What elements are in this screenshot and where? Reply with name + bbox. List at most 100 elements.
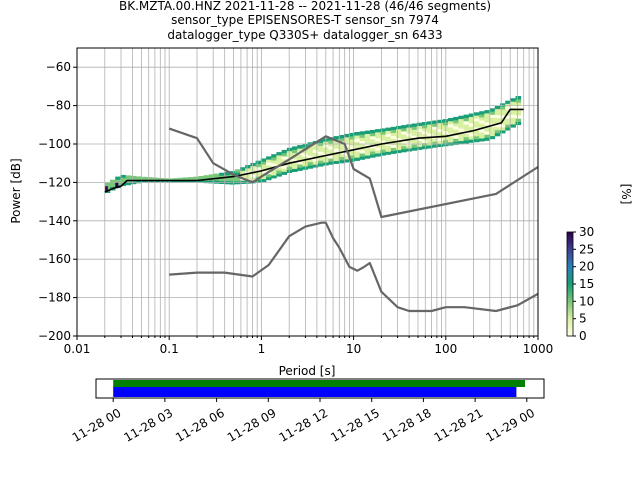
heatmap-cell <box>416 134 423 138</box>
heatmap-cell <box>494 129 501 134</box>
heatmap-cell <box>416 131 423 135</box>
heatmap-cell <box>115 182 119 189</box>
heatmap-cell <box>500 103 506 107</box>
heatmap-cell <box>416 146 423 150</box>
heatmap-cell <box>188 177 194 181</box>
heatmap-cell <box>416 128 423 132</box>
heatmap-cell <box>214 180 220 184</box>
heatmap-cell <box>219 172 225 176</box>
heatmap-cell <box>401 140 407 144</box>
heatmap-cell <box>494 108 501 113</box>
heatmap-cell <box>510 124 516 128</box>
heatmap-cell <box>453 123 459 127</box>
heatmap-cell <box>240 167 246 171</box>
heatmap-cell <box>380 128 386 132</box>
heatmap-cell <box>250 177 256 181</box>
heatmap-cell <box>494 114 501 119</box>
heatmap-cell <box>260 161 267 165</box>
heatmap-cell <box>479 114 485 118</box>
heatmap-cell <box>432 132 438 136</box>
heatmap-cell <box>364 139 371 144</box>
heatmap-cell <box>375 147 381 151</box>
colorbar-label: [%] <box>619 184 633 205</box>
heatmap-cell <box>515 102 522 106</box>
heatmap-cell <box>349 145 355 150</box>
low-noise-model-line <box>169 221 539 313</box>
heatmap-cell <box>505 115 511 119</box>
heatmap-cell <box>468 136 475 140</box>
heatmap-cell <box>390 147 397 151</box>
heatmap-cell <box>448 139 454 143</box>
heatmap-cell <box>240 173 246 178</box>
heatmap-cell <box>489 120 496 124</box>
heatmap-cell <box>354 138 360 142</box>
heatmap-cell <box>198 179 204 183</box>
heatmap-cell <box>224 171 230 176</box>
heatmap-cell <box>344 152 350 157</box>
heatmap-cell <box>494 120 501 125</box>
heatmap-cell <box>458 128 464 132</box>
heatmap-cell <box>427 130 433 134</box>
heatmap-cell <box>125 175 132 179</box>
heatmap-cell <box>292 152 298 157</box>
heatmap-cell <box>271 172 277 176</box>
x-tick-label: 10 <box>346 342 361 356</box>
heatmap-cell <box>307 161 314 166</box>
heatmap-cell <box>370 139 376 143</box>
heatmap-cell <box>505 106 511 110</box>
heatmap-cell <box>370 154 376 158</box>
heatmap-cell <box>266 177 272 181</box>
heatmap-cell <box>510 111 516 115</box>
heatmap-cell <box>505 100 511 104</box>
heatmap-cell <box>260 170 267 174</box>
heatmap-cell <box>401 146 407 150</box>
heatmap-cell <box>167 180 173 183</box>
heatmap-cell <box>125 181 132 186</box>
heatmap-cell <box>354 154 360 158</box>
heatmap-cell <box>297 145 303 149</box>
heatmap-cell <box>312 158 319 162</box>
heatmap-cell <box>224 178 230 182</box>
heatmap-cell <box>390 129 397 133</box>
heatmap-cell <box>328 158 334 162</box>
heatmap-cell <box>422 125 428 129</box>
heatmap-cell <box>328 155 334 159</box>
heatmap-cell <box>479 135 485 139</box>
heatmap-cell <box>500 124 506 128</box>
heatmap-cell <box>411 135 418 139</box>
heatmap-cell <box>510 101 516 105</box>
heatmap-cell <box>104 186 108 192</box>
heatmap-cell <box>359 150 366 154</box>
heatmap-cell <box>380 152 386 156</box>
heatmap-cell <box>479 129 485 133</box>
heatmap-cell <box>437 125 444 130</box>
heatmap-cell <box>250 162 256 167</box>
heatmap-cell <box>260 164 267 168</box>
heatmap-cell <box>463 121 470 125</box>
heatmap-cell <box>474 118 480 122</box>
heatmap-cell <box>484 131 490 135</box>
y-tick-label: −80 <box>46 99 71 113</box>
heatmap-cell <box>136 179 142 184</box>
heatmap-cell <box>474 121 480 125</box>
heatmap-cell <box>500 112 506 116</box>
heatmap-cell <box>110 183 116 187</box>
heatmap-cell <box>390 150 397 154</box>
heatmap-cell <box>276 170 282 174</box>
heatmap-cell <box>494 126 501 131</box>
heatmap-cell <box>375 141 381 145</box>
heatmap-cell <box>245 174 251 178</box>
heatmap-cell <box>427 133 433 137</box>
heatmap-cell <box>276 158 282 162</box>
heatmap-cell <box>427 121 433 125</box>
heatmap-cell <box>271 154 277 158</box>
heatmap-cell <box>494 123 501 128</box>
colorbar-tick-label: 0 <box>579 329 587 343</box>
heatmap-cell <box>312 161 319 165</box>
heatmap-cell <box>479 111 485 115</box>
heatmap-cell <box>312 149 319 153</box>
heatmap-cell <box>484 119 490 123</box>
heatmap-cell <box>401 125 407 129</box>
heatmap-cell <box>468 123 475 127</box>
